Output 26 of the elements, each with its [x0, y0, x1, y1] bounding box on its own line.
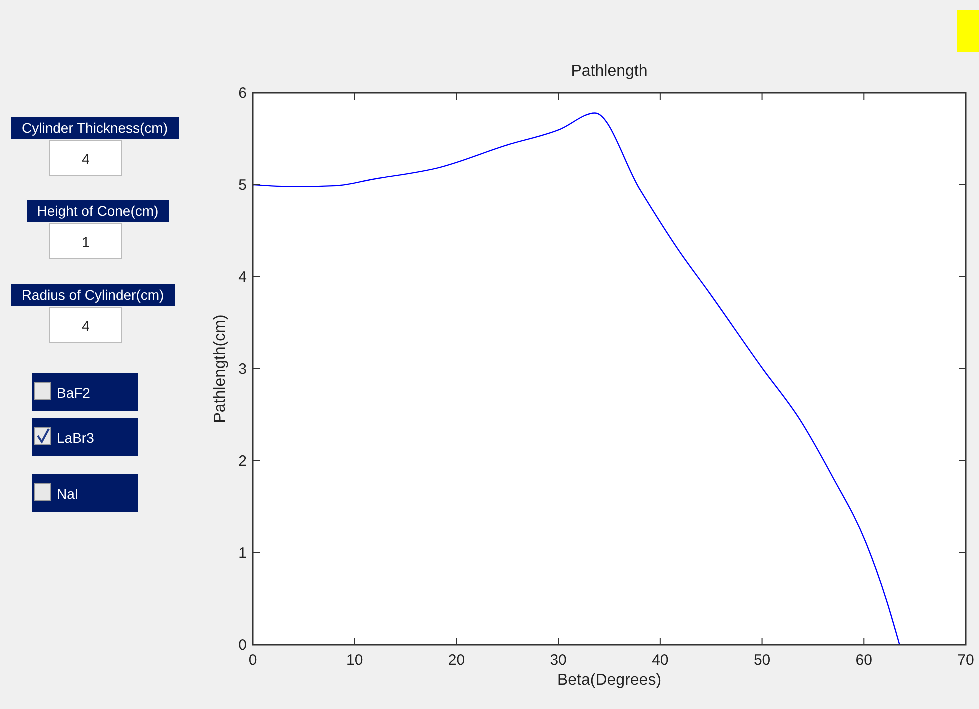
text: NaI — [57, 486, 79, 502]
text: LaBr3 — [57, 430, 95, 446]
y-tick-label: 2 — [238, 453, 247, 470]
chart-title: Pathlength — [571, 63, 648, 80]
y-tick-label: 0 — [238, 637, 247, 654]
x-axis-title: Beta(Degrees) — [557, 672, 662, 689]
text: 4 — [82, 318, 90, 334]
text: BaF2 — [57, 385, 91, 401]
text: Radius of Cylinder(cm) — [22, 287, 164, 303]
x-tick-label: 50 — [754, 652, 771, 669]
x-tick-label: 20 — [448, 652, 466, 669]
text: 4 — [82, 151, 90, 167]
text: Cylinder Thickness(cm) — [22, 120, 168, 136]
y-tick-label: 5 — [238, 177, 247, 194]
y-axis-title: Pathlength(cm) — [212, 314, 229, 424]
x-tick-label: 40 — [652, 652, 669, 669]
x-tick-label: 30 — [550, 652, 567, 669]
text: Height of Cone(cm) — [37, 203, 159, 219]
x-tick-label: 60 — [856, 652, 872, 669]
y-tick-label: 4 — [238, 269, 247, 286]
y-tick-label: 3 — [238, 361, 247, 378]
y-tick-label: 1 — [238, 545, 247, 562]
x-tick-label: 70 — [958, 652, 974, 669]
text: 1 — [82, 234, 90, 250]
y-tick-label: 6 — [238, 85, 247, 102]
x-tick-label: 10 — [346, 652, 364, 669]
